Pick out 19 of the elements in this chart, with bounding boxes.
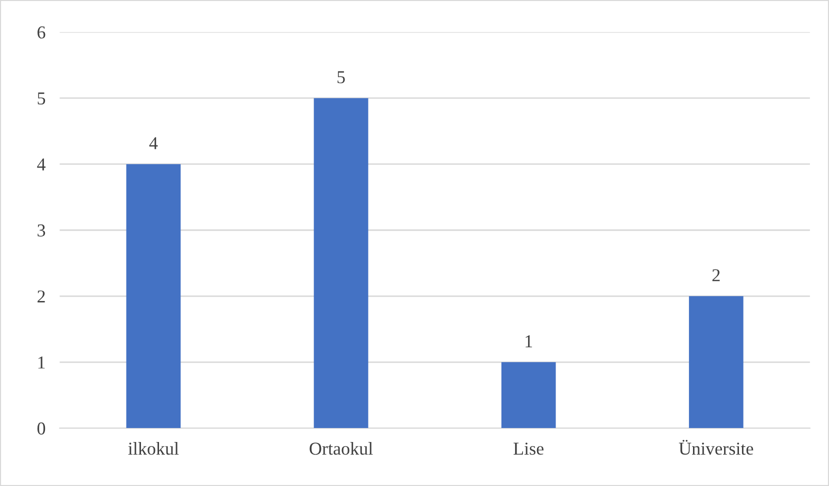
y-tick-label: 0: [37, 422, 46, 435]
y-tick-label: 4: [37, 158, 46, 170]
data-label: 2: [712, 269, 720, 282]
x-tick-label: Ortaokul: [310, 442, 373, 455]
y-tick-label: 5: [38, 92, 46, 105]
y-tick-label: 2: [38, 290, 45, 302]
x-tick-label: ilkokul: [128, 442, 179, 455]
bar: [314, 98, 368, 428]
bar: [688, 296, 744, 428]
data-label: 4: [149, 137, 158, 150]
y-tick-label: 3: [38, 224, 46, 237]
x-tick-label: Üniversite: [678, 440, 754, 455]
data-label: 1: [526, 335, 532, 348]
y-tick-label: 1: [38, 356, 45, 368]
data-label: 5: [338, 71, 345, 84]
bar: [126, 164, 181, 428]
bar: [501, 362, 556, 428]
y-tick-label: 6: [38, 26, 46, 39]
x-tick-label: Lise: [514, 442, 544, 455]
